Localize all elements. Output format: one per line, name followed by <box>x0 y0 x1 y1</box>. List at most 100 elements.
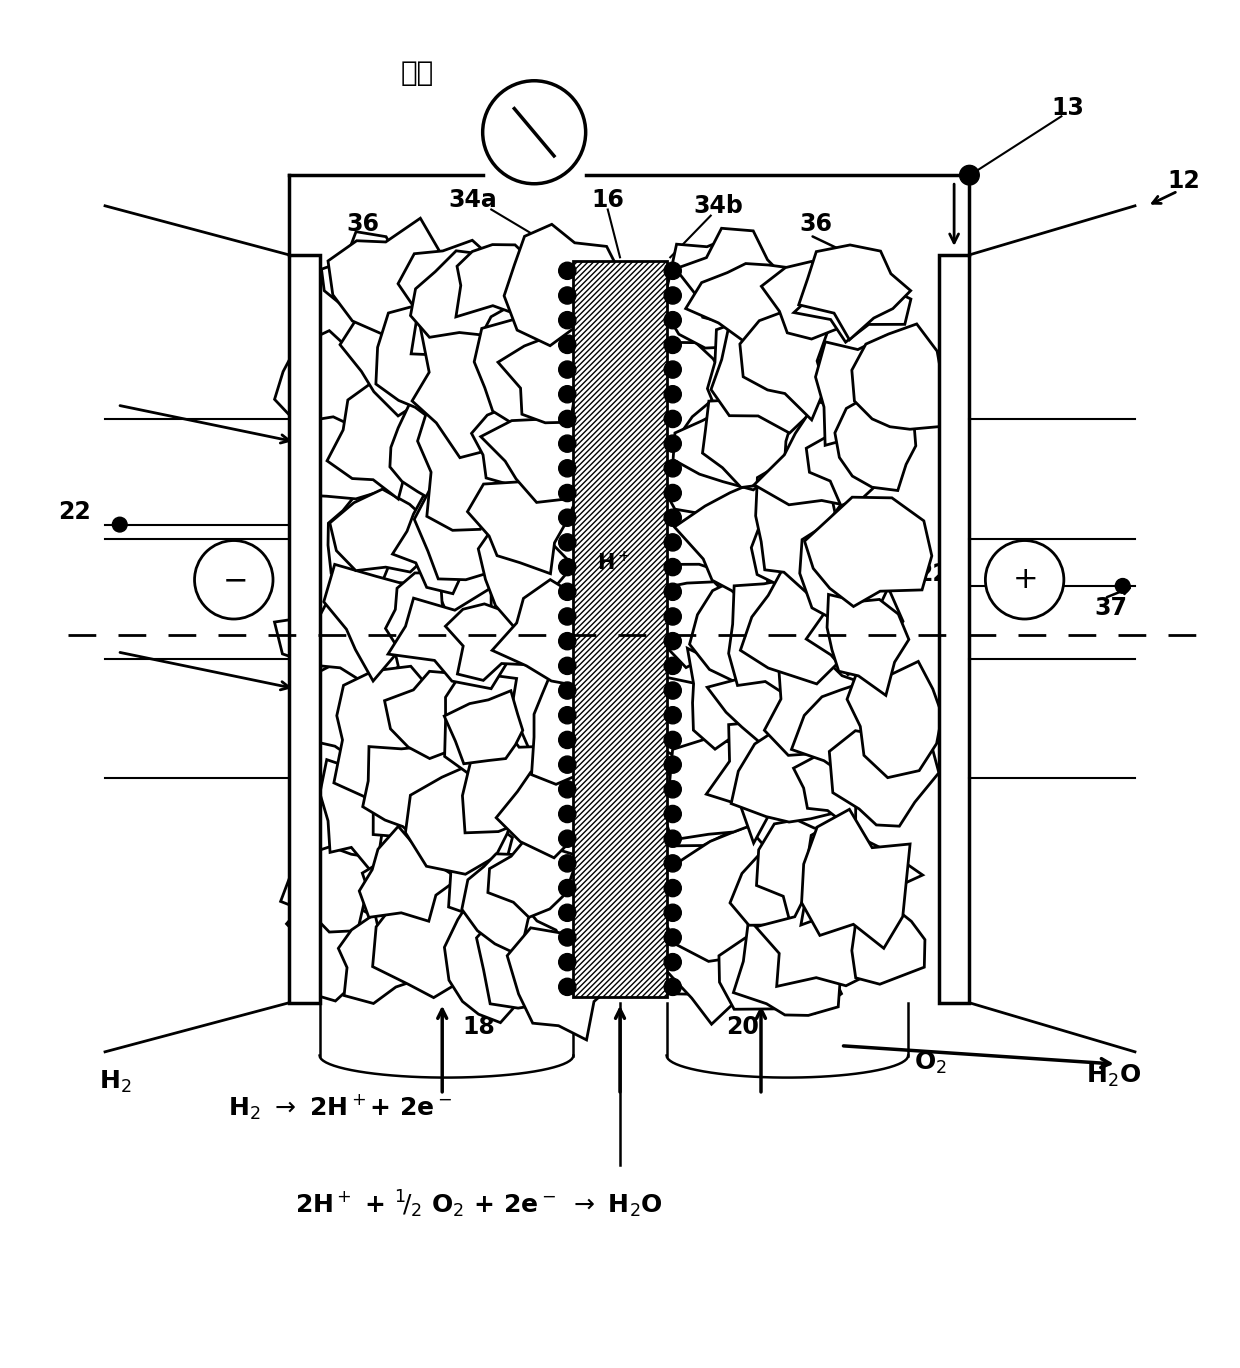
Text: $-$: $-$ <box>222 565 246 594</box>
Circle shape <box>665 929 681 947</box>
Circle shape <box>665 707 681 724</box>
Polygon shape <box>329 219 439 334</box>
Polygon shape <box>755 882 875 986</box>
Polygon shape <box>340 301 470 416</box>
Polygon shape <box>754 401 904 506</box>
Polygon shape <box>398 241 498 363</box>
Circle shape <box>665 312 681 328</box>
Circle shape <box>195 540 273 618</box>
Polygon shape <box>444 691 523 763</box>
Circle shape <box>665 509 681 527</box>
Polygon shape <box>806 420 894 506</box>
Polygon shape <box>764 651 873 774</box>
Text: 13: 13 <box>1052 96 1084 120</box>
Polygon shape <box>467 482 577 573</box>
Polygon shape <box>755 464 838 594</box>
Circle shape <box>665 460 681 477</box>
Circle shape <box>559 583 575 601</box>
Polygon shape <box>827 595 909 695</box>
Polygon shape <box>274 331 386 434</box>
Text: H$_2$: H$_2$ <box>99 1068 131 1094</box>
Circle shape <box>665 904 681 922</box>
Circle shape <box>559 781 575 798</box>
Circle shape <box>559 607 575 625</box>
Circle shape <box>559 855 575 871</box>
Circle shape <box>482 81 585 183</box>
Polygon shape <box>505 224 622 346</box>
Polygon shape <box>449 804 512 915</box>
Circle shape <box>665 830 681 847</box>
Circle shape <box>113 517 128 532</box>
Polygon shape <box>384 672 471 758</box>
Circle shape <box>559 312 575 328</box>
Text: 12: 12 <box>1168 170 1200 193</box>
Polygon shape <box>320 759 405 877</box>
Circle shape <box>665 484 681 502</box>
Circle shape <box>559 386 575 402</box>
Polygon shape <box>362 833 460 940</box>
Polygon shape <box>852 324 944 430</box>
Polygon shape <box>321 231 412 312</box>
Circle shape <box>665 607 681 625</box>
Text: 负载: 负载 <box>401 59 434 86</box>
Polygon shape <box>414 487 522 580</box>
Polygon shape <box>830 729 939 826</box>
Polygon shape <box>330 490 450 572</box>
Polygon shape <box>444 891 520 1023</box>
Polygon shape <box>686 264 801 341</box>
Polygon shape <box>498 337 598 423</box>
Polygon shape <box>707 651 823 747</box>
Circle shape <box>665 558 681 576</box>
Circle shape <box>665 583 681 601</box>
Polygon shape <box>707 706 802 843</box>
Polygon shape <box>445 654 529 774</box>
Polygon shape <box>329 490 401 586</box>
Text: 22: 22 <box>916 562 949 586</box>
Text: O$_2$: O$_2$ <box>914 1051 947 1077</box>
Polygon shape <box>481 402 615 502</box>
Polygon shape <box>733 925 841 1015</box>
Circle shape <box>559 263 575 279</box>
Circle shape <box>559 435 575 453</box>
Polygon shape <box>389 395 484 508</box>
Circle shape <box>559 757 575 773</box>
Circle shape <box>559 657 575 674</box>
Polygon shape <box>642 922 771 995</box>
Polygon shape <box>295 408 397 499</box>
Circle shape <box>665 632 681 650</box>
Polygon shape <box>635 342 729 445</box>
Text: H$^+$: H$^+$ <box>598 550 630 573</box>
Polygon shape <box>662 235 770 347</box>
Polygon shape <box>471 401 553 484</box>
Text: 22: 22 <box>58 501 91 524</box>
Polygon shape <box>852 888 925 984</box>
Circle shape <box>559 484 575 502</box>
Bar <box>939 254 970 1003</box>
Polygon shape <box>474 320 573 431</box>
Circle shape <box>559 683 575 699</box>
Circle shape <box>559 806 575 822</box>
Polygon shape <box>492 580 610 688</box>
Polygon shape <box>791 683 893 780</box>
Circle shape <box>665 361 681 378</box>
Polygon shape <box>532 662 603 784</box>
Polygon shape <box>461 854 541 956</box>
Polygon shape <box>334 666 435 800</box>
Circle shape <box>960 166 980 185</box>
Text: 34b: 34b <box>693 194 743 218</box>
Polygon shape <box>730 836 833 949</box>
Bar <box>289 254 320 1003</box>
Polygon shape <box>799 245 910 339</box>
Circle shape <box>665 386 681 402</box>
Circle shape <box>665 757 681 773</box>
Polygon shape <box>761 261 874 339</box>
Circle shape <box>665 806 681 822</box>
Circle shape <box>559 830 575 847</box>
Circle shape <box>559 410 575 428</box>
Circle shape <box>559 460 575 477</box>
Circle shape <box>665 534 681 551</box>
Circle shape <box>559 509 575 527</box>
Circle shape <box>665 657 681 674</box>
Text: 36: 36 <box>800 212 833 237</box>
Polygon shape <box>339 915 450 1004</box>
